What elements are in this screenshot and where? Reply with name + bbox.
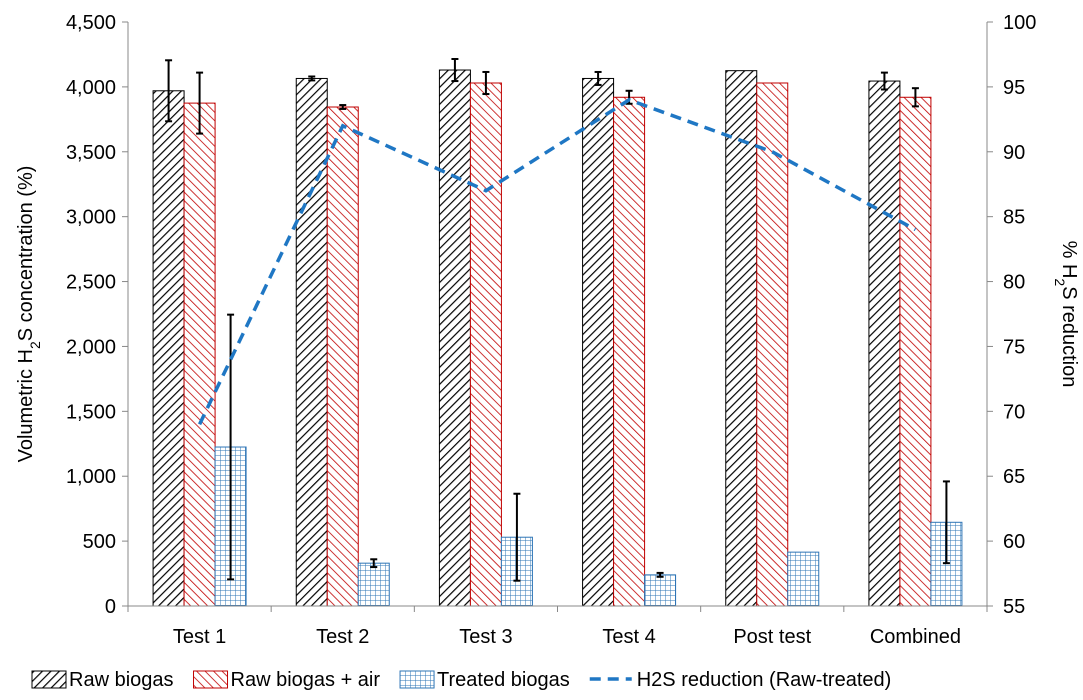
- y2-tick-label: 80: [1003, 272, 1025, 294]
- bar-raw-biogas-air-test-1[interactable]: [183, 102, 216, 607]
- bar-raw-biogas-test-3[interactable]: [438, 69, 471, 607]
- bar-raw-biogas-test-2[interactable]: [295, 77, 328, 607]
- y2-axis-title: % H2S reduction: [1052, 241, 1080, 388]
- legend: Raw biogas Raw biogas + air Treated biogas…: [31, 669, 892, 691]
- y2-tick-label: 55: [1003, 596, 1025, 618]
- bar-raw-biogas-air-test-2[interactable]: [326, 106, 359, 607]
- y2-tick-label: 65: [1003, 466, 1025, 488]
- y-tick-label: 2,500: [66, 272, 116, 294]
- y2-tick-label: 90: [1003, 142, 1025, 164]
- y-tick-label: 1,000: [66, 466, 116, 488]
- x-tick-label-test-1: Test 1: [173, 626, 226, 648]
- y-tick-label: 3,000: [66, 207, 116, 229]
- y2-tick-label: 85: [1003, 207, 1025, 229]
- bar-raw-biogas-air-combined[interactable]: [899, 96, 932, 607]
- plot-area: [152, 57, 963, 607]
- legend-label-h2s-reduction-raw-treated: H2S reduction (Raw-treated): [637, 669, 892, 691]
- y2-tick-label: 60: [1003, 531, 1025, 553]
- bar-raw-biogas-air-post-test[interactable]: [756, 82, 789, 607]
- bar-raw-biogas-test-1[interactable]: [152, 90, 185, 607]
- x-tick-label-post-test: Post test: [733, 626, 811, 648]
- y-tick-label: 4,500: [66, 12, 116, 34]
- bar-raw-biogas-post-test[interactable]: [725, 70, 758, 607]
- bar-treated-biogas-post-test[interactable]: [787, 551, 820, 607]
- legend-swatch-treated-biogas: [399, 670, 435, 689]
- bar-treated-biogas-test-2[interactable]: [357, 562, 390, 607]
- legend-label-treated-biogas: Treated biogas: [437, 669, 570, 691]
- y2-tick-label: 100: [1003, 12, 1036, 34]
- legend-swatch-raw-biogas-air: [193, 670, 229, 689]
- legend-label-raw-biogas-air: Raw biogas + air: [231, 669, 381, 691]
- y-axis-title: Volumetric H2S concentration (%): [15, 166, 43, 463]
- legend-label-raw-biogas: Raw biogas: [69, 669, 174, 691]
- y2-tick-label: 75: [1003, 336, 1025, 358]
- axes: 0 500 1,000 1,500 2,000 2,500 3,000 3,500 4,000 4…: [15, 12, 1080, 648]
- x-tick-label-test-4: Test 4: [602, 626, 655, 648]
- bar-raw-biogas-air-test-4[interactable]: [613, 96, 646, 607]
- bar-raw-biogas-combined[interactable]: [868, 80, 901, 607]
- x-tick-label-test-3: Test 3: [459, 626, 512, 648]
- bar-treated-biogas-test-4[interactable]: [644, 574, 677, 607]
- y-tick-label: 4,000: [66, 77, 116, 99]
- legend-swatch-raw-biogas: [31, 670, 67, 689]
- x-tick-label-combined: Combined: [870, 626, 961, 648]
- y2-tick-label: 70: [1003, 401, 1025, 423]
- x-tick-label-test-2: Test 2: [316, 626, 369, 648]
- line-h2s-reduction-raw-treated[interactable]: [198, 97, 917, 426]
- y-tick-label: 3,500: [66, 142, 116, 164]
- bar-raw-biogas-air-test-3[interactable]: [469, 82, 502, 607]
- y-tick-label: 0: [105, 596, 116, 618]
- y-tick-label: 500: [83, 531, 116, 553]
- y-tick-label: 2,000: [66, 336, 116, 358]
- y-tick-label: 1,500: [66, 401, 116, 423]
- y2-tick-label: 95: [1003, 77, 1025, 99]
- bar-raw-biogas-test-4[interactable]: [582, 77, 615, 607]
